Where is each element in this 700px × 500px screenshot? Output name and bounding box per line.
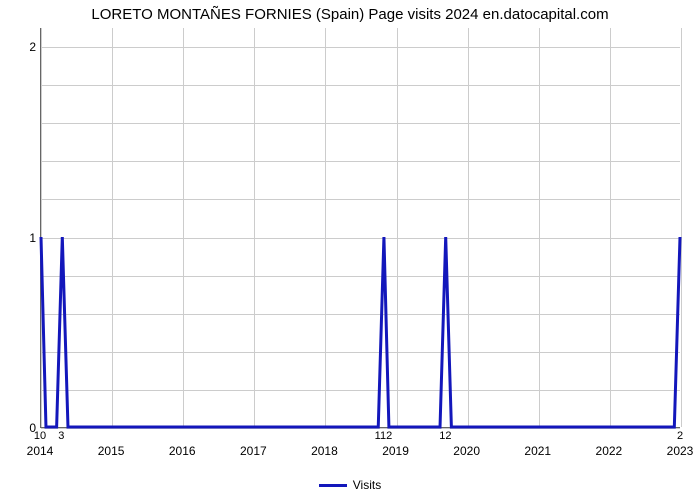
data-point-label: 10 bbox=[34, 430, 46, 442]
x-tick-label: 2021 bbox=[524, 444, 551, 458]
x-tick-label: 2015 bbox=[98, 444, 125, 458]
x-tick-label: 2022 bbox=[596, 444, 623, 458]
data-point-label: 112 bbox=[375, 430, 393, 442]
chart-title: LORETO MONTAÑES FORNIES (Spain) Page vis… bbox=[0, 6, 700, 23]
x-tick-label: 2014 bbox=[27, 444, 54, 458]
legend: Visits bbox=[0, 477, 700, 492]
gridline-vertical bbox=[681, 28, 682, 427]
legend-label: Visits bbox=[353, 478, 381, 492]
line-series bbox=[41, 28, 680, 427]
x-tick-label: 2018 bbox=[311, 444, 338, 458]
y-tick-label: 0 bbox=[6, 421, 36, 435]
y-tick-label: 1 bbox=[6, 231, 36, 245]
x-tick-label: 2020 bbox=[453, 444, 480, 458]
data-point-label: 2 bbox=[677, 430, 683, 442]
data-point-label: 12 bbox=[439, 430, 451, 442]
plot-area bbox=[40, 28, 680, 428]
legend-swatch bbox=[319, 484, 347, 487]
x-tick-label: 2017 bbox=[240, 444, 267, 458]
y-tick-label: 2 bbox=[6, 40, 36, 54]
visits-line bbox=[41, 237, 680, 427]
x-tick-label: 2016 bbox=[169, 444, 196, 458]
data-point-label: 3 bbox=[58, 430, 64, 442]
x-tick-label: 2019 bbox=[382, 444, 409, 458]
chart-container: LORETO MONTAÑES FORNIES (Spain) Page vis… bbox=[0, 0, 700, 500]
x-tick-label: 2023 bbox=[667, 444, 694, 458]
